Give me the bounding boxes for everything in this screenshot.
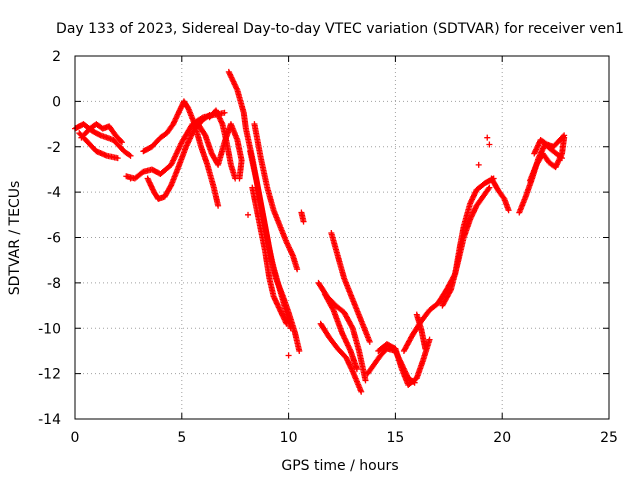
series-track-e [140, 98, 222, 209]
data-points [72, 68, 568, 395]
y-tick-label: -8 [47, 276, 61, 292]
data-point [413, 311, 420, 318]
series-track-o [317, 320, 365, 395]
x-tick-label: 5 [177, 430, 186, 446]
data-point [505, 207, 512, 214]
x-tick-label: 15 [386, 430, 404, 446]
plot-frame [74, 55, 610, 420]
series-track-v [439, 184, 493, 309]
y-tick-label: 2 [52, 49, 61, 65]
series-isolated [127, 134, 493, 359]
series-track-q [321, 291, 360, 373]
series-track-x [516, 141, 566, 216]
series-track-f [144, 111, 213, 202]
series-track-k [251, 121, 301, 273]
data-point [560, 133, 567, 140]
x-tick-label: 20 [493, 430, 511, 446]
series-track-b [76, 130, 121, 162]
data-point [283, 320, 290, 327]
data-point [285, 352, 292, 359]
data-point [426, 336, 433, 343]
data-point [362, 377, 369, 384]
data-point [485, 185, 492, 192]
y-tick-label: -14 [38, 412, 61, 428]
series-track-n [315, 279, 369, 384]
chart-title: Day 133 of 2023, Sidereal Day-to-day VTE… [56, 21, 624, 37]
data-point [118, 139, 125, 146]
y-tick-label: 0 [52, 94, 61, 110]
grid-lines [75, 56, 609, 419]
data-point [484, 134, 491, 141]
data-point [486, 141, 493, 148]
x-tick-label: 10 [280, 430, 298, 446]
data-point [287, 325, 294, 332]
data-point [561, 132, 568, 139]
data-point [126, 151, 133, 158]
data-point [353, 366, 360, 373]
data-point [127, 152, 134, 159]
series-track-h [206, 107, 239, 182]
data-point [348, 323, 355, 330]
series-track-m [298, 209, 307, 225]
data-point [329, 305, 336, 312]
data-point [475, 161, 482, 168]
data-point [296, 347, 303, 354]
series-track-l [249, 184, 290, 327]
series-track-z [531, 132, 568, 157]
data-point [294, 266, 301, 273]
data-point [366, 338, 373, 345]
x-tick-label: 25 [600, 430, 618, 446]
series-track-c [78, 121, 125, 146]
series-track-r [364, 345, 418, 386]
data-point [114, 155, 121, 162]
data-point [232, 175, 239, 182]
data-point [215, 202, 222, 209]
axis-ticks: 0 5 10 15 20 25 -14 -12 -10 -8 -6 -4 -2 0 2 [38, 49, 618, 446]
data-point [300, 218, 307, 225]
data-point [447, 288, 454, 295]
data-point [127, 175, 134, 182]
data-point [358, 388, 365, 395]
y-tick-label: -10 [38, 321, 61, 337]
y-axis-label: SDTVAR / TECUs [7, 181, 23, 296]
x-tick-label: 0 [71, 430, 80, 446]
series-track-p [328, 229, 373, 345]
y-tick-label: -2 [47, 140, 61, 156]
data-point [486, 184, 493, 191]
series-track-u [413, 311, 429, 352]
series-track-w [488, 175, 512, 214]
series-track-j [247, 148, 294, 332]
series-track-y [526, 134, 568, 184]
data-point [245, 211, 252, 218]
y-tick-label: -4 [47, 185, 61, 201]
series-track-i [225, 68, 303, 354]
data-point [167, 183, 174, 190]
y-tick-label: -12 [38, 367, 61, 383]
x-axis-label: GPS time / hours [281, 458, 398, 474]
y-tick-label: -6 [47, 231, 61, 247]
data-point [221, 109, 228, 116]
data-point [117, 138, 124, 145]
